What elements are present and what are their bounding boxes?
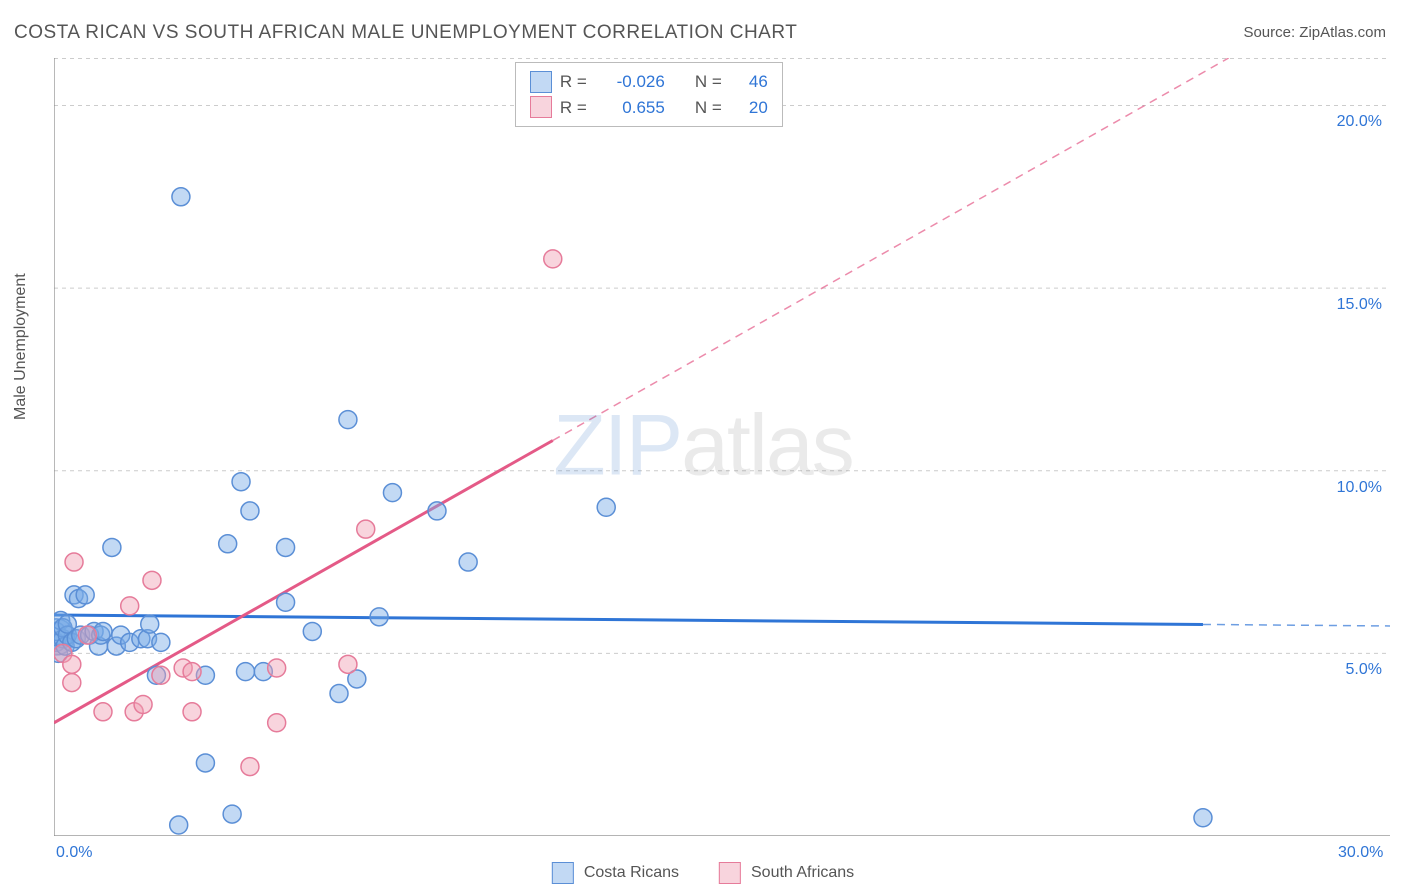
- x-tick-label: 0.0%: [56, 844, 92, 862]
- legend-swatch: [552, 862, 574, 884]
- r-label: R =: [560, 69, 587, 95]
- legend-item: South Africans: [719, 862, 854, 884]
- y-tick-label: 5.0%: [1346, 661, 1382, 679]
- n-value: 46: [730, 69, 768, 95]
- legend-label: South Africans: [751, 864, 854, 882]
- legend-stat-row: R = -0.026 N = 46: [530, 69, 768, 95]
- legend-swatch: [530, 96, 552, 118]
- legend-swatch: [719, 862, 741, 884]
- scatter-plot: [54, 58, 1390, 836]
- legend-top-box: R = -0.026 N = 46 R = 0.655 N = 20: [515, 62, 783, 127]
- y-axis-label: Male Unemployment: [12, 273, 30, 420]
- r-value: 0.655: [595, 95, 665, 121]
- legend-bottom: Costa Ricans South Africans: [552, 862, 854, 884]
- legend-stat-row: R = 0.655 N = 20: [530, 95, 768, 121]
- y-tick-label: 20.0%: [1337, 113, 1382, 131]
- chart-title: COSTA RICAN VS SOUTH AFRICAN MALE UNEMPL…: [14, 22, 797, 44]
- n-label: N =: [695, 69, 722, 95]
- r-label: R =: [560, 95, 587, 121]
- source-label: Source: ZipAtlas.com: [1243, 24, 1386, 41]
- y-tick-label: 15.0%: [1337, 296, 1382, 314]
- x-tick-label: 30.0%: [1338, 844, 1383, 862]
- r-value: -0.026: [595, 69, 665, 95]
- legend-label: Costa Ricans: [584, 864, 679, 882]
- legend-item: Costa Ricans: [552, 862, 679, 884]
- y-tick-label: 10.0%: [1337, 479, 1382, 497]
- legend-swatch: [530, 71, 552, 93]
- n-label: N =: [695, 95, 722, 121]
- n-value: 20: [730, 95, 768, 121]
